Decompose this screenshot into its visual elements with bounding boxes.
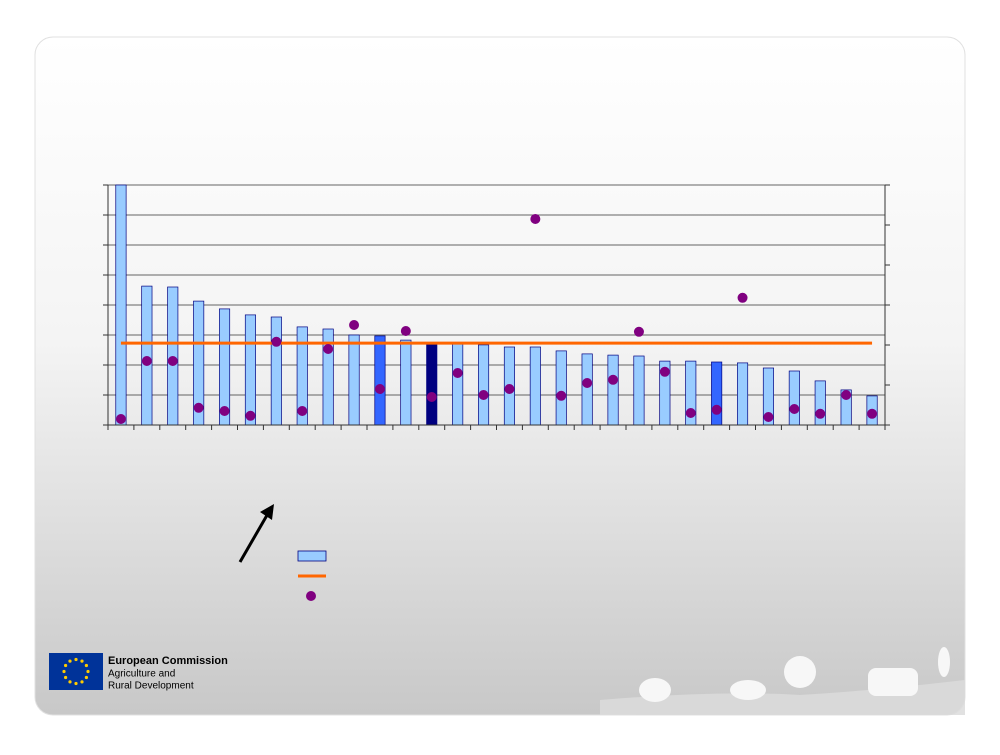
star [62,669,66,674]
animals [600,647,965,715]
star [80,659,84,663]
bar [581,353,593,426]
dot [841,390,852,400]
star [74,681,78,686]
dot [789,404,800,414]
bar [452,343,464,426]
dot [737,292,748,303]
dot [271,336,282,347]
bar [426,343,438,426]
dept-line: Rural Development [108,681,194,692]
bar [270,316,282,426]
bar [478,344,490,426]
dot [582,378,593,388]
dot [219,406,230,416]
dot [452,368,463,378]
dot [711,404,722,415]
bar [737,362,749,426]
bar [374,335,386,426]
star [74,657,78,662]
dot [167,356,178,366]
star [84,663,88,668]
legend-bar [297,550,327,562]
dot [349,320,360,330]
dot [504,384,515,394]
legend-dot [306,591,316,601]
star [64,675,68,680]
dot [115,414,126,424]
star [64,663,68,668]
star [86,669,90,674]
dept-line: Agriculture and [108,669,175,680]
bar [555,350,567,426]
dot [478,390,489,400]
bar [141,285,153,426]
dot [815,408,826,419]
bar [348,334,360,426]
dot [323,344,334,354]
star [80,680,84,684]
bar [244,314,256,426]
dot [867,408,878,419]
bar [400,339,412,426]
eu-stars [62,657,90,686]
slide-panel [34,36,966,716]
dot [763,412,774,422]
org-name: European Commission [108,655,228,667]
dot [297,406,308,416]
star [68,659,72,663]
dot [193,402,204,413]
bar [633,355,645,426]
bar [529,346,541,426]
dot [608,374,619,385]
dot [556,390,567,401]
dot [400,326,411,336]
bar [788,370,800,426]
dot [426,392,437,402]
arrow [238,509,272,563]
dot [141,356,152,366]
dot [374,384,385,394]
star [84,675,88,680]
dot [530,214,541,224]
dot [633,326,644,337]
dot [659,366,670,377]
plot [103,184,890,430]
bar [607,354,619,426]
arrow-head [260,504,274,520]
bar [711,361,723,426]
star [68,680,72,684]
dot [685,408,696,418]
dot [245,410,256,421]
bar [115,184,127,426]
